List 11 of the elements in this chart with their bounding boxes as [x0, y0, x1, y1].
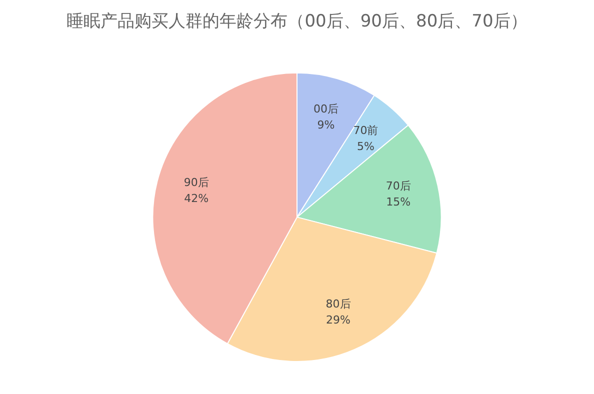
- data-label: 29%: [326, 313, 350, 326]
- slice-label: 00后: [313, 102, 338, 116]
- slice-label: 90后: [184, 176, 209, 190]
- data-label: 15%: [386, 195, 411, 208]
- data-label: 42%: [184, 192, 209, 206]
- data-label: 9%: [317, 118, 335, 132]
- slice-label: 70后: [386, 179, 411, 192]
- slice-label: 70前: [353, 124, 378, 138]
- slice-label: 80后: [326, 297, 351, 310]
- chart-title: 睡眠产品购买人群的年龄分布（00后、90后、80后、70后）: [66, 12, 528, 32]
- data-label: 5%: [356, 140, 374, 154]
